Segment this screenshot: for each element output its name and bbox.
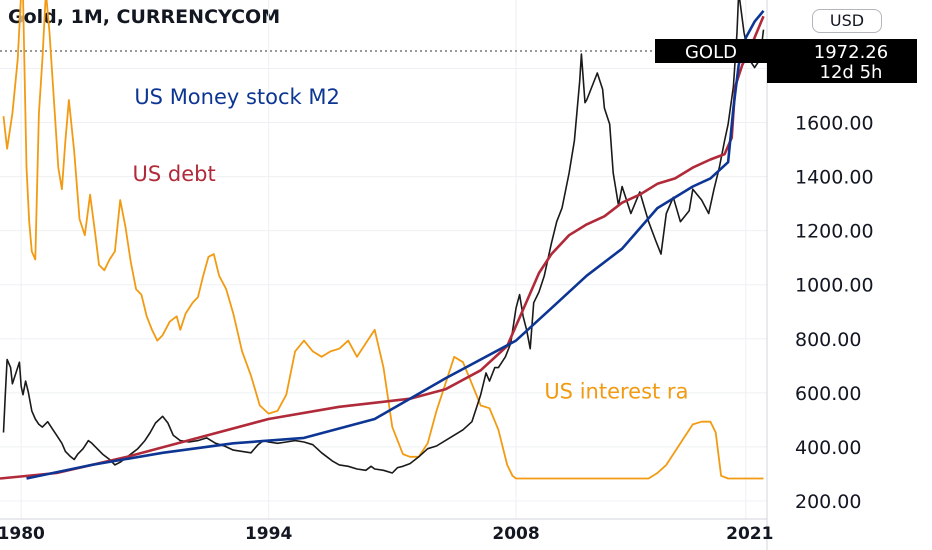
price-tag-value: 1972.26 — [814, 42, 888, 63]
x-tick-label: 2008 — [492, 524, 539, 544]
x-tick-label: 1980 — [0, 524, 45, 544]
y-tick-label: 1600.00 — [795, 113, 874, 135]
us-interest-rate-line — [2, 0, 764, 480]
annotations: US Money stock M2 US debt US interest ra — [133, 85, 689, 404]
y-tick-label: 800.00 — [795, 329, 861, 351]
y-tick-label: 600.00 — [795, 383, 861, 405]
price-tag — [767, 39, 917, 83]
y-tick-label: 1200.00 — [795, 221, 874, 243]
y-tick-label: 1000.00 — [795, 275, 874, 297]
symbol-tag-label: GOLD — [685, 42, 737, 63]
annotation-us-debt: US debt — [133, 162, 216, 186]
y-tick-label: 400.00 — [795, 437, 861, 459]
us-debt-line — [0, 15, 765, 480]
price-axis[interactable]: 200.00 400.00 600.00 800.00 1000.00 1200.00 14… — [795, 58, 874, 513]
time-axis[interactable]: 1980 1994 2008 2021 — [0, 524, 773, 544]
price-tag-countdown: 12d 5h — [820, 62, 883, 83]
currency-button[interactable]: USD — [812, 9, 882, 33]
y-tick-label: 1400.00 — [795, 167, 874, 189]
x-tick-label: 1994 — [245, 524, 292, 544]
annotation-us-money-stock-m2: US Money stock M2 — [134, 85, 340, 109]
annotation-us-interest-rate: US interest ra — [544, 380, 688, 404]
grid — [0, 0, 767, 519]
symbol-tag — [655, 39, 767, 63]
y-tick-label: 200.00 — [795, 491, 861, 513]
x-tick-label: 2021 — [726, 524, 773, 544]
chart-title: Gold, 1M, CURRENCYCOM — [8, 6, 281, 28]
us-m2-line — [26, 9, 765, 480]
series-layer — [0, 0, 765, 480]
